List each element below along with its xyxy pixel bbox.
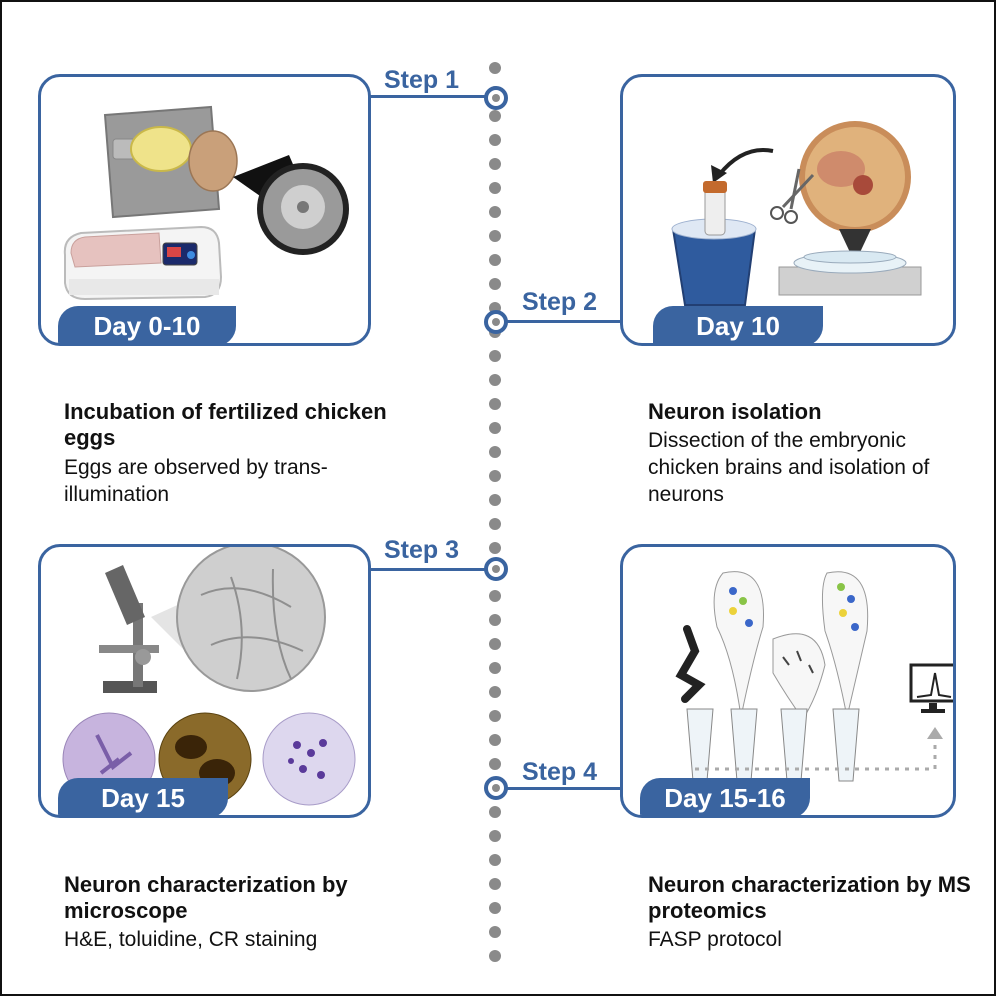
candled-egg-icon	[257, 163, 349, 255]
step-3-day-badge: Day 15	[58, 778, 228, 815]
step-1-day-badge: Day 0-10	[58, 306, 236, 343]
timeline-dot	[489, 422, 501, 434]
step-2-title: Neuron isolation	[648, 399, 822, 424]
light-bulb-icon	[112, 126, 192, 172]
timeline-dot	[489, 710, 501, 722]
microscope-icon	[99, 565, 159, 693]
transfer-arrow-icon	[717, 148, 774, 177]
proteomics-illustration	[675, 571, 953, 782]
step-2-description: Dissection of the embryonic chicken brai…	[648, 429, 930, 506]
timeline-dot	[489, 758, 501, 770]
incubator-illustration	[63, 105, 349, 301]
step-4-connector	[500, 787, 622, 790]
step-4-day-badge: Day 15-16	[640, 778, 810, 815]
timeline-dot	[489, 206, 501, 218]
timeline-dot	[489, 950, 501, 962]
ice-bucket-icon	[671, 181, 757, 306]
step-3-card: Day 15	[38, 544, 371, 818]
embryo-brain-icon	[799, 121, 911, 263]
protein-balloon-icon-2	[821, 571, 869, 718]
timeline-dot	[489, 734, 501, 746]
step-3-description: H&E, toluidine, CR staining	[64, 928, 318, 951]
tube-row-icon	[686, 708, 860, 782]
timeline-dot	[489, 614, 501, 626]
timeline-dot	[489, 542, 501, 554]
timeline-dot	[489, 278, 501, 290]
step-2-connector	[500, 320, 622, 323]
cr-stain-icon	[262, 712, 356, 806]
timeline-dot	[489, 854, 501, 866]
timeline-dot	[489, 494, 501, 506]
step-4-card: Day 15-16	[620, 544, 956, 818]
neuron-culture-view-icon	[176, 547, 326, 692]
microscopy-illustration	[62, 547, 356, 806]
petri-dish-icon	[778, 250, 922, 296]
step-3-connector	[365, 568, 491, 571]
step-1-node	[484, 86, 508, 110]
timeline-dot	[489, 926, 501, 938]
step-1-card: Day 0-10	[38, 74, 371, 346]
mass-spec-monitor-icon	[909, 663, 953, 713]
dissection-illustration	[671, 121, 922, 306]
step-1-description: Eggs are observed by trans-illumination	[64, 456, 328, 506]
step-3-label: Step 3	[380, 536, 464, 565]
timeline-dot	[489, 398, 501, 410]
timeline-dot	[489, 806, 501, 818]
step-2-node	[484, 310, 508, 334]
step-4-node	[484, 776, 508, 800]
timeline-dot	[489, 590, 501, 602]
timeline-dot	[489, 350, 501, 362]
step-1-title: Incubation of fertilized chicken eggs	[64, 399, 387, 450]
timeline-dot	[489, 878, 501, 890]
timeline-dot	[489, 686, 501, 698]
timeline-dot	[489, 518, 501, 530]
timeline-dot	[489, 158, 501, 170]
timeline-dot	[489, 662, 501, 674]
step-1-label: Step 1	[380, 66, 464, 95]
timeline-dot	[489, 638, 501, 650]
step-3-title: Neuron characterization by microscope	[64, 872, 348, 923]
step-1-connector	[365, 95, 491, 98]
timeline-dots	[489, 62, 503, 962]
step-3-node	[484, 557, 508, 581]
timeline-dot	[489, 470, 501, 482]
scissors-icon	[770, 168, 815, 224]
timeline-dot	[489, 62, 501, 74]
timeline-dot	[489, 446, 501, 458]
timeline-dot	[489, 182, 501, 194]
timeline-dot	[489, 374, 501, 386]
timeline-dot	[489, 134, 501, 146]
step-4-description: FASP protocol	[648, 928, 782, 951]
step-4-title: Neuron characterization by MS proteomics	[648, 872, 971, 923]
step-2-card: Day 10	[620, 74, 956, 346]
step-2-day-badge: Day 10	[653, 306, 823, 343]
step-4-label: Step 4	[518, 758, 602, 787]
egg-icon	[188, 130, 238, 192]
timeline-dot	[489, 110, 501, 122]
protein-balloon-icon	[713, 571, 764, 718]
timeline-dot	[489, 254, 501, 266]
incubator-icon	[63, 225, 223, 301]
peptide-balloon-icon	[772, 633, 826, 720]
brain-tissue-icon	[675, 625, 706, 703]
step-2-label: Step 2	[518, 288, 602, 317]
timeline-dot	[489, 830, 501, 842]
timeline-dot	[489, 902, 501, 914]
timeline-dot	[489, 230, 501, 242]
